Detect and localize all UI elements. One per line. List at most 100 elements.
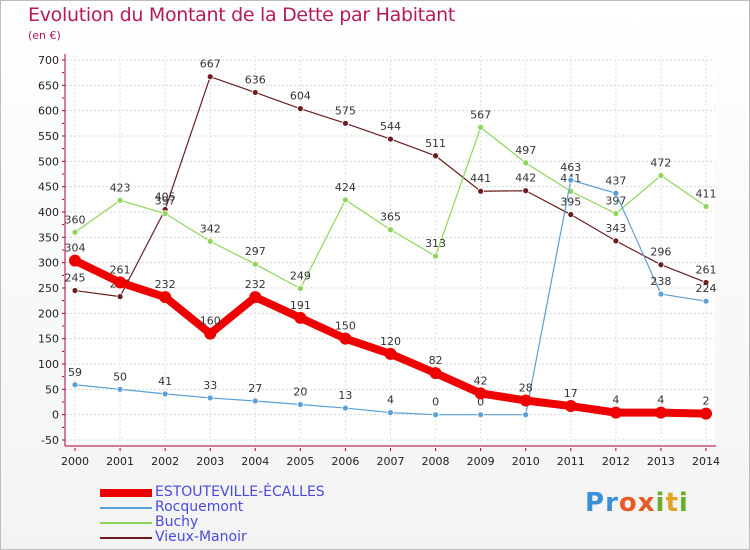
data-label-rocquemont: 33 (203, 379, 217, 392)
data-point-rocquemont (477, 411, 485, 419)
data-point-rocquemont (342, 404, 349, 412)
y-tick-label: 450 (38, 181, 59, 194)
data-label-estouteville-calles: 232 (155, 278, 176, 291)
data-label-vieux-manoir: 544 (380, 120, 401, 133)
data-label-estouteville-calles: 42 (474, 374, 488, 387)
logo-letter: i (678, 488, 689, 518)
y-tick-label: 250 (38, 282, 59, 295)
data-label-estouteville-calles: 232 (245, 278, 266, 291)
data-label-buchy: 313 (425, 237, 446, 250)
y-tick-label: 350 (38, 231, 59, 244)
y-tick-label: 50 (45, 383, 59, 396)
y-tick-label: 700 (38, 54, 59, 67)
data-label-estouteville-calles: 82 (429, 354, 443, 367)
data-label-buchy: 497 (515, 144, 536, 157)
data-point-estouteville-calles (519, 394, 532, 407)
data-label-buchy: 297 (245, 245, 266, 258)
data-point-rocquemont (702, 297, 710, 305)
y-tick-label: 400 (38, 206, 59, 219)
data-point-estouteville-calles (654, 406, 667, 419)
data-point-vieux-manoir (342, 119, 349, 127)
data-point-vieux-manoir (477, 187, 485, 195)
x-tick-label: 2000 (61, 455, 89, 468)
data-point-buchy (161, 210, 169, 217)
x-tick-label: 2005 (286, 455, 314, 468)
data-label-buchy: 411 (696, 187, 717, 200)
data-point-buchy (477, 123, 485, 131)
data-label-vieux-manoir: 261 (696, 263, 717, 276)
data-label-buchy: 423 (110, 181, 131, 194)
chart-title: Evolution du Montant de la Dette par Hab… (28, 4, 456, 26)
y-tick-label: 600 (38, 105, 59, 118)
data-label-estouteville-calles: 17 (564, 387, 578, 400)
x-tick-label: 2012 (602, 455, 630, 468)
data-point-estouteville-calles (159, 291, 172, 304)
data-label-vieux-manoir: 296 (650, 246, 671, 259)
y-tick-label: 150 (38, 333, 59, 346)
data-label-rocquemont: 27 (248, 382, 262, 395)
data-label-vieux-manoir: 395 (560, 196, 581, 209)
logo-letter: i (655, 488, 666, 518)
data-point-buchy (206, 237, 214, 245)
data-label-rocquemont: 437 (605, 174, 626, 187)
data-point-vieux-manoir (702, 279, 710, 286)
data-label-vieux-manoir: 636 (245, 73, 266, 86)
data-point-estouteville-calles (249, 291, 262, 304)
data-label-vieux-manoir: 343 (605, 222, 626, 235)
data-label-rocquemont: 41 (158, 375, 172, 388)
data-label-estouteville-calles: 28 (519, 381, 533, 394)
data-label-rocquemont: 4 (387, 394, 394, 407)
y-tick-label: 500 (38, 155, 59, 168)
x-tick-label: 2011 (557, 455, 585, 468)
y-tick-label: 100 (38, 358, 59, 371)
y-tick-label: 200 (38, 307, 59, 320)
y-tick-label: 0 (52, 409, 59, 422)
data-label-rocquemont: 0 (432, 396, 439, 409)
data-label-estouteville-calles: 160 (200, 315, 221, 328)
data-point-rocquemont (161, 390, 169, 398)
x-tick-label: 2010 (512, 455, 540, 468)
data-point-estouteville-calles (69, 254, 81, 267)
data-label-estouteville-calles: 261 (110, 263, 131, 276)
data-point-estouteville-calles (339, 332, 352, 345)
logo-letter: t (665, 488, 679, 518)
data-point-buchy (702, 203, 710, 210)
x-tick-label: 2002 (151, 455, 179, 468)
data-label-rocquemont: 50 (113, 370, 127, 383)
data-point-rocquemont (657, 290, 665, 298)
data-label-estouteville-calles: 150 (335, 320, 356, 333)
data-label-estouteville-calles: 191 (290, 299, 311, 312)
data-point-buchy (342, 196, 349, 204)
data-point-buchy (116, 196, 124, 204)
data-point-vieux-manoir (251, 89, 259, 96)
data-label-buchy: 342 (200, 222, 221, 235)
data-point-estouteville-calles (474, 387, 487, 400)
data-point-vieux-manoir (432, 152, 439, 160)
data-label-vieux-manoir: 245 (65, 272, 86, 285)
data-point-vieux-manoir (567, 211, 575, 218)
data-point-vieux-manoir (71, 287, 79, 294)
x-tick-label: 2009 (467, 455, 495, 468)
data-point-rocquemont (567, 176, 575, 184)
data-point-vieux-manoir (296, 105, 304, 113)
x-tick-label: 2001 (106, 455, 134, 468)
data-label-buchy: 365 (380, 211, 401, 224)
data-label-vieux-manoir: 442 (515, 172, 536, 185)
data-point-buchy (251, 260, 259, 268)
data-point-buchy (296, 285, 304, 292)
data-point-buchy (71, 228, 79, 236)
data-point-rocquemont (387, 409, 394, 417)
data-point-rocquemont (432, 411, 439, 419)
legend-label: Vieux-Manoir (155, 529, 247, 545)
data-label-buchy: 567 (470, 108, 491, 121)
data-label-vieux-manoir: 511 (425, 137, 446, 150)
logo-letter: o (618, 488, 638, 518)
y-tick-label: -50 (41, 434, 59, 447)
data-label-rocquemont: 13 (338, 389, 352, 402)
data-label-estouteville-calles: 2 (703, 395, 710, 408)
data-point-buchy (612, 210, 620, 217)
data-point-estouteville-calles (114, 276, 127, 289)
data-label-estouteville-calles: 4 (657, 394, 664, 407)
x-tick-label: 2013 (647, 455, 675, 468)
